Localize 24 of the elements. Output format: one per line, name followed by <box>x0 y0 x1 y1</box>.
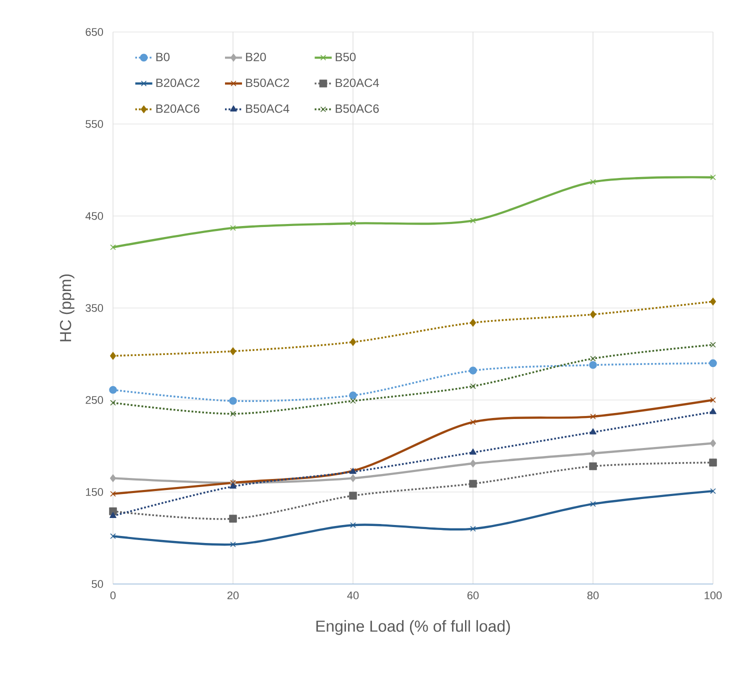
legend-label: B20AC4 <box>336 78 379 88</box>
x-tick-label: 40 <box>347 592 359 600</box>
legend-label: B20AC2 <box>156 78 200 88</box>
x-tick-label: 60 <box>467 592 479 600</box>
legend-label: B20 <box>246 52 266 62</box>
x-tick-label: 100 <box>704 592 722 600</box>
y-axis-title: HC (ppm) <box>60 274 74 342</box>
legend-label: B50AC4 <box>246 104 290 113</box>
y-tick-label: 50 <box>92 580 104 588</box>
y-tick-label: 150 <box>86 488 104 496</box>
x-tick-label: 0 <box>110 592 116 600</box>
x-tick-label: 80 <box>587 592 599 600</box>
x-tick-label: 20 <box>227 592 239 600</box>
y-tick-label: 550 <box>86 120 104 128</box>
legend-label: B20AC6 <box>156 104 200 113</box>
y-tick-label: 350 <box>86 304 104 312</box>
legend-label: B50 <box>336 52 356 62</box>
legend-label: B50AC2 <box>246 78 290 88</box>
legend-label: B0 <box>156 52 170 62</box>
legend-label: B50AC6 <box>336 104 379 113</box>
y-tick-label: 650 <box>86 28 104 36</box>
y-tick-label: 450 <box>85 212 104 220</box>
y-tick-label: 250 <box>86 396 104 404</box>
x-axis-title: Engine Load (% of full load) <box>316 620 510 635</box>
